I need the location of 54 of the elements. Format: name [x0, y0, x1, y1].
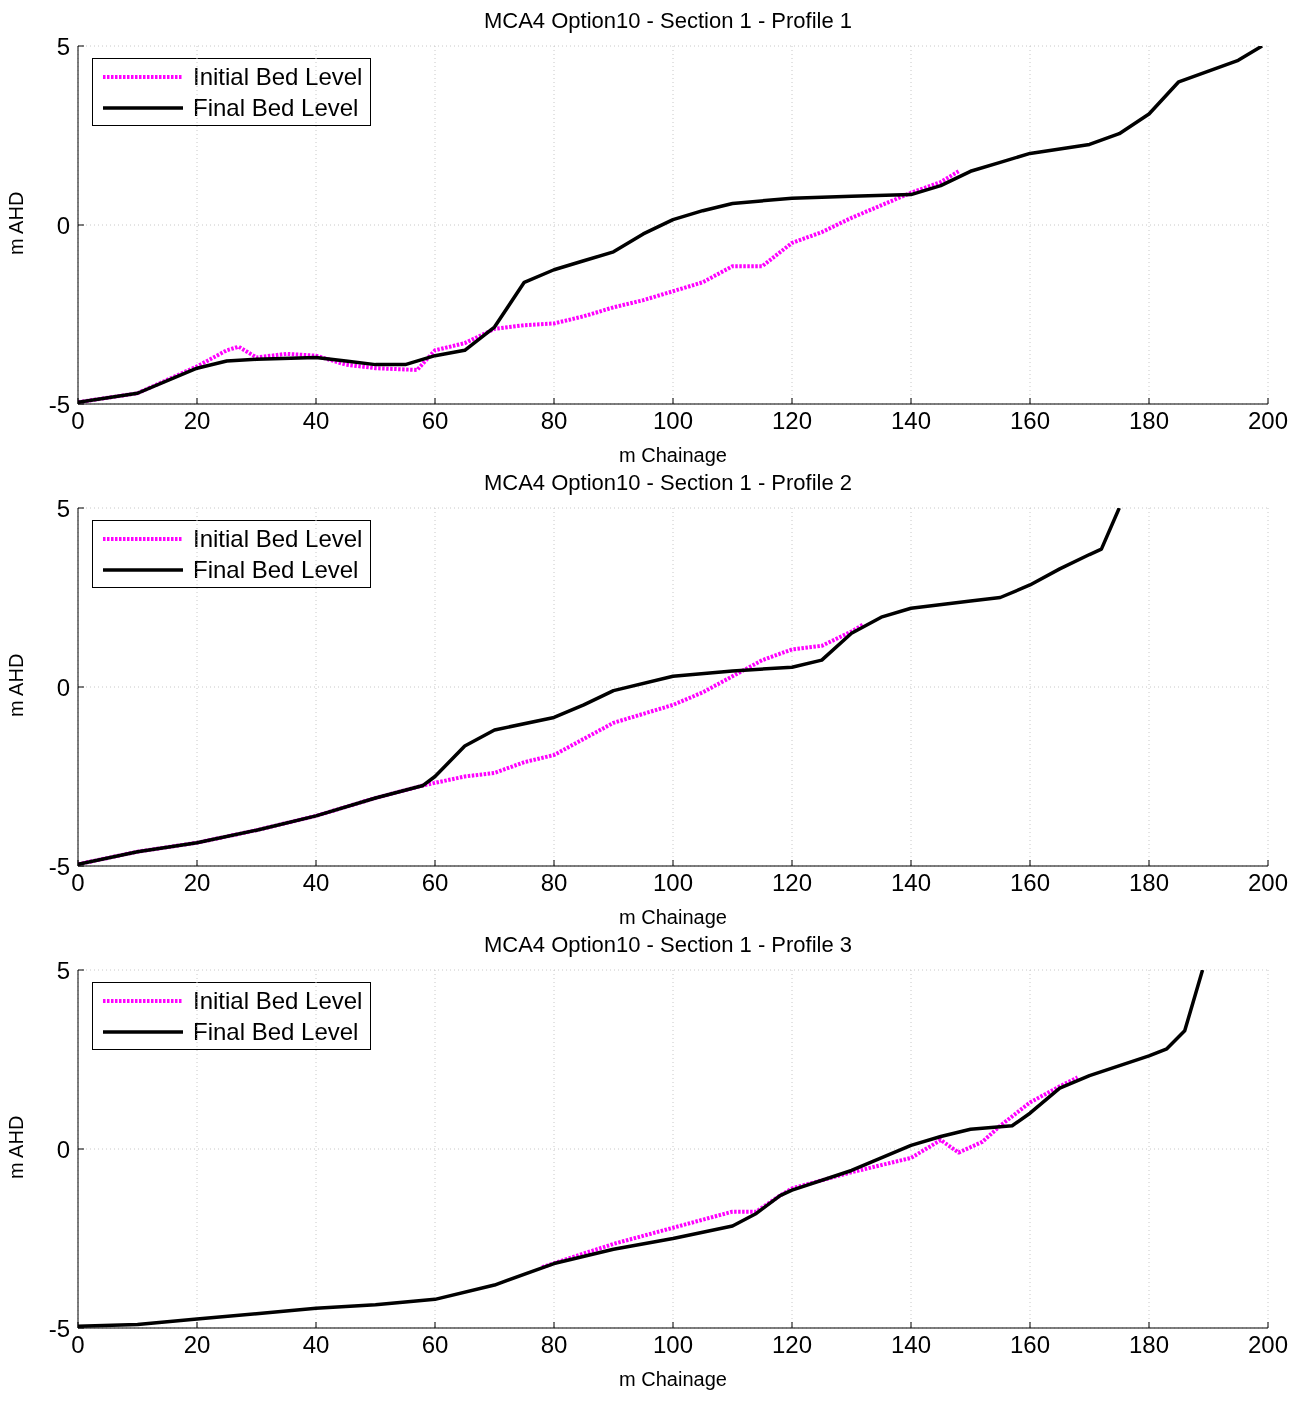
x-axis-title: m Chainage — [619, 1368, 727, 1390]
y-tick-label: 5 — [56, 494, 70, 522]
x-tick-label: 20 — [183, 869, 211, 897]
y-tick-label: 5 — [56, 32, 70, 60]
y-tick-label: -5 — [48, 852, 70, 880]
x-tick-label: 80 — [540, 407, 568, 435]
y-axis-title: m AHD — [5, 191, 28, 255]
y-tick-label: 0 — [56, 211, 70, 239]
x-tick-label: 140 — [890, 1331, 932, 1359]
x-tick-label: 140 — [890, 407, 932, 435]
y-tick-label: -5 — [48, 1314, 70, 1342]
y-axis-title: m AHD — [5, 1115, 28, 1179]
x-tick-label: 40 — [302, 407, 330, 435]
chart-title: MCA4 Option10 - Section 1 - Profile 2 — [483, 470, 853, 495]
chart-title: MCA4 Option10 - Section 1 - Profile 3 — [483, 932, 853, 957]
x-axis-title: m Chainage — [619, 444, 727, 466]
x-tick-label: 40 — [302, 869, 330, 897]
legend-label: Final Bed Level — [193, 1017, 359, 1046]
x-tick-label: 100 — [652, 407, 694, 435]
x-tick-label: 180 — [1128, 1331, 1170, 1359]
x-axis-title: m Chainage — [619, 906, 727, 928]
x-tick-label: 120 — [771, 869, 813, 897]
legend-label: Final Bed Level — [193, 555, 359, 584]
legend-label: Initial Bed Level — [193, 524, 363, 553]
x-tick-label: 140 — [890, 869, 932, 897]
x-tick-label: 160 — [1009, 869, 1051, 897]
x-tick-label: 180 — [1128, 869, 1170, 897]
chart-title: MCA4 Option10 - Section 1 - Profile 1 — [483, 8, 853, 33]
x-tick-label: 80 — [540, 869, 568, 897]
x-tick-label: 120 — [771, 1331, 813, 1359]
legend-label: Initial Bed Level — [193, 62, 363, 91]
legend-label: Initial Bed Level — [193, 986, 363, 1015]
y-tick-label: 5 — [56, 956, 70, 984]
legend-label: Final Bed Level — [193, 93, 359, 122]
x-tick-label: 160 — [1009, 407, 1051, 435]
x-tick-label: 40 — [302, 1331, 330, 1359]
x-tick-label: 60 — [421, 1331, 449, 1359]
x-tick-label: 160 — [1009, 1331, 1051, 1359]
x-tick-label: 60 — [421, 869, 449, 897]
y-tick-label: -5 — [48, 390, 70, 418]
x-tick-label: 80 — [540, 1331, 568, 1359]
x-tick-label: 100 — [652, 869, 694, 897]
x-tick-label: 200 — [1247, 1331, 1289, 1359]
y-tick-label: 0 — [56, 673, 70, 701]
y-tick-label: 0 — [56, 1135, 70, 1163]
x-tick-label: 200 — [1247, 869, 1289, 897]
x-tick-label: 60 — [421, 407, 449, 435]
y-axis-title: m AHD — [5, 653, 28, 717]
x-tick-label: 120 — [771, 407, 813, 435]
x-tick-label: 20 — [183, 1331, 211, 1359]
x-tick-label: 180 — [1128, 407, 1170, 435]
x-tick-label: 100 — [652, 1331, 694, 1359]
x-tick-label: 200 — [1247, 407, 1289, 435]
x-tick-label: 20 — [183, 407, 211, 435]
